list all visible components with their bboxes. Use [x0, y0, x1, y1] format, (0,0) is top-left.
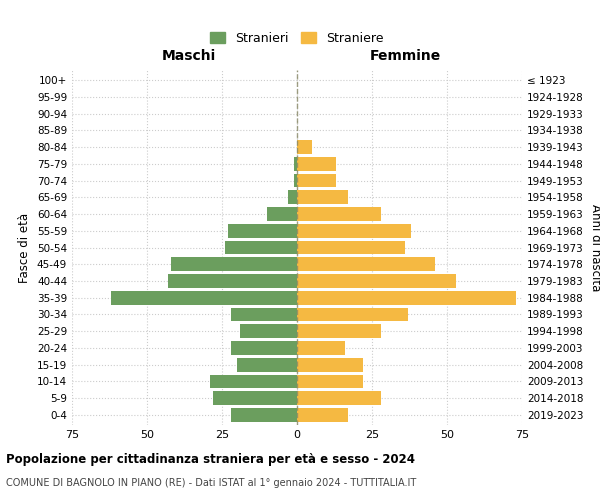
Bar	[297, 140, 312, 154]
Bar	[288, 190, 297, 204]
Text: Popolazione per cittadinanza straniera per età e sesso - 2024: Popolazione per cittadinanza straniera p…	[6, 452, 415, 466]
Legend: Stranieri, Straniere: Stranieri, Straniere	[205, 26, 389, 50]
Text: COMUNE DI BAGNOLO IN PIANO (RE) - Dati ISTAT al 1° gennaio 2024 - TUTTITALIA.IT: COMUNE DI BAGNOLO IN PIANO (RE) - Dati I…	[6, 478, 416, 488]
Bar	[171, 258, 297, 271]
Bar	[297, 324, 381, 338]
Bar	[267, 207, 297, 221]
Bar	[297, 174, 336, 188]
Bar	[297, 258, 435, 271]
Bar	[294, 174, 297, 188]
Bar	[294, 157, 297, 170]
Bar	[297, 157, 336, 170]
Bar	[297, 190, 348, 204]
Bar	[297, 224, 411, 237]
Bar	[297, 374, 363, 388]
Bar	[297, 291, 516, 304]
Bar	[297, 240, 405, 254]
Bar	[297, 408, 348, 422]
Y-axis label: Fasce di età: Fasce di età	[19, 212, 31, 282]
Bar	[111, 291, 297, 304]
Bar	[240, 324, 297, 338]
Bar	[213, 392, 297, 405]
Bar	[297, 341, 345, 355]
Text: Femmine: Femmine	[370, 49, 440, 63]
Text: Maschi: Maschi	[162, 49, 216, 63]
Bar	[297, 392, 381, 405]
Bar	[225, 240, 297, 254]
Bar	[168, 274, 297, 288]
Bar	[231, 408, 297, 422]
Bar	[231, 341, 297, 355]
Bar	[228, 224, 297, 237]
Bar	[297, 358, 363, 372]
Bar	[210, 374, 297, 388]
Bar	[231, 308, 297, 322]
Bar	[297, 274, 456, 288]
Bar	[297, 207, 381, 221]
Y-axis label: Anni di nascita: Anni di nascita	[589, 204, 600, 291]
Bar	[297, 308, 408, 322]
Bar	[237, 358, 297, 372]
